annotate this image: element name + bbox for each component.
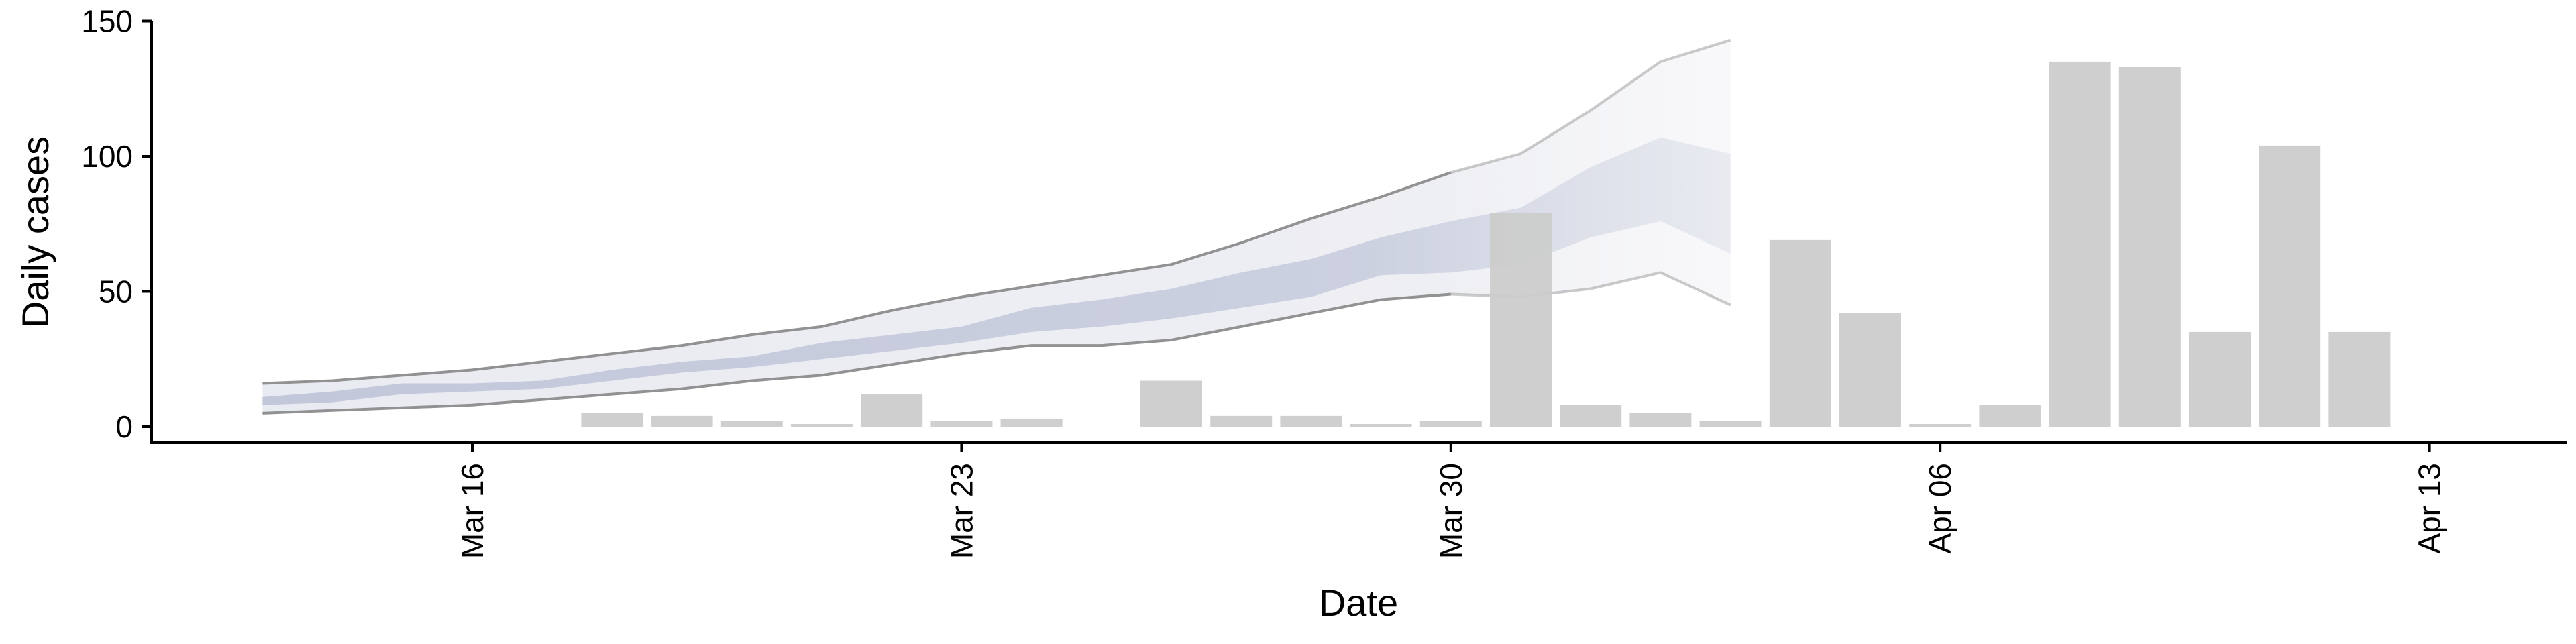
x-tick-label: Apr 06 xyxy=(1923,463,1957,554)
forecast-outer-high-line-tail xyxy=(1450,38,1731,174)
bar xyxy=(1000,418,1063,427)
bar xyxy=(1280,415,1342,427)
bar xyxy=(1419,421,1482,427)
y-tick-label: 0 xyxy=(115,409,133,444)
forecast-outer-low-line xyxy=(262,292,1451,415)
bar xyxy=(1350,424,1412,427)
x-tick-label: Mar 30 xyxy=(1434,463,1468,559)
bar xyxy=(1909,424,1972,427)
bar xyxy=(2328,331,2391,427)
bar xyxy=(1699,421,1762,427)
tick-layer: 0 50 100 150 Mar 16 Mar 23 Mar 30 Apr 06 Apr 13 xyxy=(81,4,2447,559)
bar xyxy=(720,421,783,427)
bar xyxy=(1140,380,1202,427)
bar xyxy=(581,413,643,427)
bar xyxy=(2259,145,2321,427)
bar xyxy=(791,424,853,427)
y-tick-label: 150 xyxy=(81,4,133,39)
x-tick-label: Mar 23 xyxy=(944,463,979,559)
y-tick-label: 100 xyxy=(81,139,133,174)
bar xyxy=(930,421,993,427)
x-tick-label: Mar 16 xyxy=(455,463,490,559)
y-tick-label: 50 xyxy=(99,274,133,309)
bar xyxy=(651,415,713,427)
bar xyxy=(1839,313,1901,427)
x-tick-label: Apr 13 xyxy=(2412,463,2447,554)
bar xyxy=(1769,239,1831,427)
axes-layer xyxy=(150,21,2567,444)
bar xyxy=(1979,405,2041,427)
bar xyxy=(861,394,923,427)
forecast-inner-band xyxy=(262,137,1731,405)
bar xyxy=(2118,67,2181,427)
bar xyxy=(1490,213,1552,427)
bar xyxy=(1560,405,1622,427)
y-axis-title: Daily cases xyxy=(14,136,56,328)
bar xyxy=(2049,61,2111,427)
bar xyxy=(1210,415,1273,427)
x-axis-title: Date xyxy=(1319,582,1398,624)
bar xyxy=(1629,413,1692,427)
bar-layer xyxy=(581,61,2391,427)
forecast-outer-high-line xyxy=(262,171,1452,385)
bar xyxy=(2189,331,2251,427)
